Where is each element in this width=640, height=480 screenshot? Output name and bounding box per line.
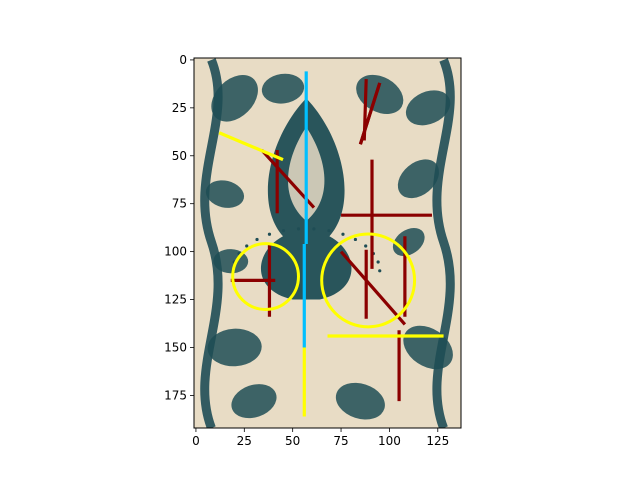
overlay-segment-9 bbox=[339, 250, 407, 326]
overlay-segment-2 bbox=[362, 79, 368, 141]
y-axis: 0 25 50 75 100 125 150 175 bbox=[164, 53, 194, 402]
tile-leaf bbox=[261, 73, 305, 104]
tile-right-scroll bbox=[432, 58, 455, 428]
x-axis: 0 25 50 75 100 125 bbox=[192, 428, 449, 448]
tile-leaf bbox=[207, 328, 262, 367]
y-tick-label: 100 bbox=[164, 245, 187, 259]
tile-dot bbox=[376, 260, 380, 264]
tile-leaf bbox=[405, 90, 451, 126]
tile-dot bbox=[341, 232, 345, 236]
overlay-circle-0 bbox=[231, 242, 300, 311]
overlay-annotations bbox=[218, 71, 444, 417]
y-tick-label: 175 bbox=[164, 388, 187, 402]
tile-dot bbox=[296, 227, 301, 231]
tile-dot bbox=[255, 237, 259, 242]
tile-leaf bbox=[211, 74, 258, 122]
tile-dot bbox=[327, 229, 331, 233]
tile-dot bbox=[353, 237, 358, 242]
tile-dot bbox=[281, 229, 286, 233]
x-tick-label: 0 bbox=[192, 434, 200, 448]
tile-leaf bbox=[205, 180, 245, 208]
x-tick-label: 125 bbox=[426, 434, 449, 448]
tile-dot bbox=[245, 244, 249, 248]
x-tick-label: 50 bbox=[285, 434, 300, 448]
x-tick-label: 100 bbox=[378, 434, 401, 448]
x-tick-label: 75 bbox=[333, 434, 348, 448]
y-tick-label: 25 bbox=[172, 101, 187, 115]
tile-image bbox=[194, 58, 461, 428]
tile-dot bbox=[378, 269, 382, 273]
tile-leaf bbox=[231, 384, 277, 419]
y-tick-label: 125 bbox=[164, 293, 187, 307]
x-tick-label: 25 bbox=[237, 434, 252, 448]
overlay-circle-1 bbox=[320, 232, 417, 329]
y-tick-label: 0 bbox=[179, 53, 187, 67]
overlay-segment-13 bbox=[218, 131, 284, 162]
tile-leaf bbox=[356, 74, 404, 114]
axes-frame bbox=[193, 57, 462, 429]
tile-leaf bbox=[335, 382, 385, 420]
tile-dot bbox=[312, 227, 316, 231]
tile-dot bbox=[364, 244, 368, 248]
y-tick-label: 150 bbox=[164, 340, 187, 354]
y-tick-label: 50 bbox=[172, 149, 187, 163]
tile-leaf bbox=[397, 159, 440, 199]
y-tick-label: 75 bbox=[172, 197, 187, 211]
tile-dot bbox=[267, 232, 272, 236]
